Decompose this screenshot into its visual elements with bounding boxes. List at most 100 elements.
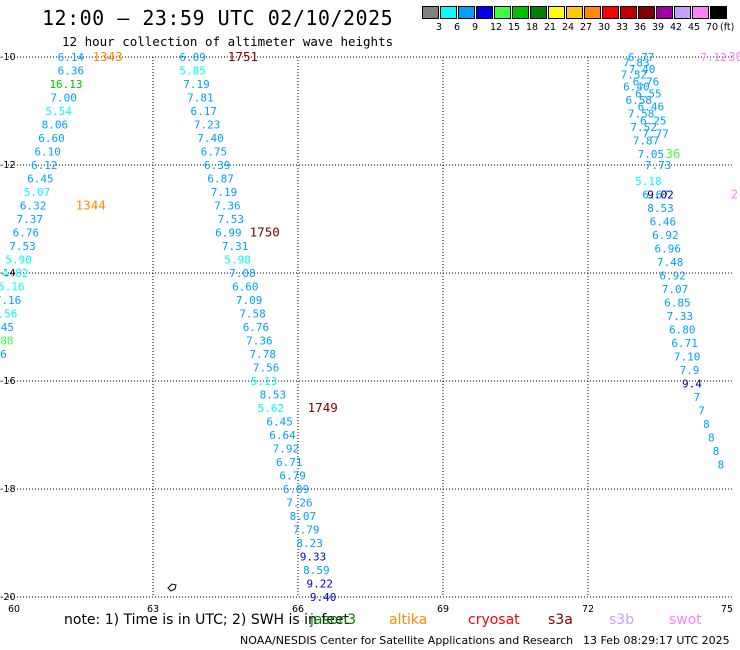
legend-swatch xyxy=(530,6,547,19)
pass-number-label: 1344 xyxy=(76,198,106,213)
wave-height-point: 7.58 xyxy=(628,108,655,121)
wave-height-point: 6.67 xyxy=(642,189,669,202)
legend-label: 42 xyxy=(670,22,683,33)
wave-height-point: 5.13 xyxy=(251,375,278,388)
wave-height-point: 7.52 xyxy=(630,121,657,134)
legend-label: 18 xyxy=(526,22,539,33)
wave-height-point: 7.52 xyxy=(621,68,648,81)
wave-height-point: 7.87 xyxy=(633,135,660,148)
wave-height-point: 6.76 xyxy=(13,227,40,240)
wave-height-point: 6.79 xyxy=(279,470,306,483)
wave-height-point: 5.62 xyxy=(258,402,285,415)
y-tick-label: -14 xyxy=(0,268,16,279)
wave-height-point: 6.87 xyxy=(207,173,234,186)
wave-height-point: 6.36 xyxy=(58,65,85,78)
wave-height-point: 7.40 xyxy=(629,63,656,76)
wave-height-point: 7.05 xyxy=(638,148,665,161)
wave-height-point: 6.46 xyxy=(650,216,677,229)
satellite-swot: swot xyxy=(669,612,702,628)
wave-height-point: 6.64 xyxy=(269,429,296,442)
page-subtitle: 12 hour collection of altimeter wave hei… xyxy=(62,34,394,49)
wave-height-point: 7.81 xyxy=(187,92,214,105)
legend-swatch xyxy=(584,6,601,19)
wave-height-point: 8 xyxy=(718,459,725,472)
legend-label: 30 xyxy=(598,22,611,33)
legend-swatch xyxy=(602,6,619,19)
legend-swatch xyxy=(710,6,727,19)
legend-swatch xyxy=(548,6,565,19)
legend-swatch xyxy=(566,6,583,19)
pass-number-label: 302 xyxy=(728,49,740,64)
legend-swatch xyxy=(422,6,439,19)
wave-height-point: 8 xyxy=(703,418,710,431)
wave-height-point: 8.07 xyxy=(290,510,317,523)
wave-height-point: 6.32 xyxy=(20,200,47,213)
wave-height-point: 6.55 xyxy=(635,88,662,101)
wave-height-point: 5.16 xyxy=(0,281,25,294)
x-tick-label: 66 xyxy=(292,604,304,615)
wave-height-point: 7.56 xyxy=(253,362,280,375)
wave-height-point: 7.53 xyxy=(9,240,36,253)
wave-height-point: 8.59 xyxy=(303,564,330,577)
legend-label: 24 xyxy=(562,22,575,33)
wave-height-point: 6.60 xyxy=(38,132,65,145)
wave-height-point: 6.17 xyxy=(191,105,218,118)
legend-swatch xyxy=(620,6,637,19)
wave-height-point: 7 xyxy=(693,391,700,404)
x-tick-label: 69 xyxy=(437,604,449,615)
wave-height-point: 8.53 xyxy=(647,202,674,215)
wave-height-point: 9.02 xyxy=(647,189,674,202)
legend-swatch xyxy=(458,6,475,19)
wave-height-point: 7.08 xyxy=(229,267,256,280)
wave-height-point: 6.40 xyxy=(623,81,650,94)
wave-height-point: 6.39 xyxy=(204,159,231,172)
wave-height-point: 7.92 xyxy=(273,443,300,456)
legend-swatch xyxy=(656,6,673,19)
wave-height-point: 6.89 xyxy=(283,483,310,496)
wave-height-point: 7.9 xyxy=(680,364,700,377)
satellite-altika: altika xyxy=(389,612,428,628)
pass-number-label: 1343 xyxy=(93,49,123,64)
satellite-jason3: jason3 xyxy=(310,612,357,628)
wave-height-point: 8 xyxy=(708,432,715,445)
legend-swatch xyxy=(440,6,457,19)
wave-height-point: 6.60 xyxy=(232,281,259,294)
wave-height-point: 7.07 xyxy=(662,283,689,296)
wave-height-point: 7.78 xyxy=(249,348,276,361)
y-tick-label: -10 xyxy=(0,52,16,63)
wave-height-point: 9.4 xyxy=(682,378,702,391)
satellite-s3a: s3a xyxy=(548,612,573,628)
wave-height-point: 5.07 xyxy=(24,186,51,199)
legend-swatch xyxy=(512,6,529,19)
wave-height-point: 6.10 xyxy=(34,146,61,159)
pass-number-label: 36 xyxy=(665,146,680,161)
legend-swatch xyxy=(674,6,691,19)
wave-height-point: 7.37 xyxy=(17,213,44,226)
legend-label: 15 xyxy=(508,22,521,33)
legend-swatch xyxy=(476,6,493,19)
wave-height-point: 6.25 xyxy=(640,115,667,128)
wave-height-point: 7.23 xyxy=(194,119,221,132)
y-tick-label: -12 xyxy=(0,160,16,171)
x-tick-label: 63 xyxy=(147,604,159,615)
wave-height-point: 7.16 xyxy=(0,294,21,307)
y-tick-label: -18 xyxy=(0,484,16,495)
legend-unit: (ft) xyxy=(720,22,735,33)
wave-height-point: 6.92 xyxy=(659,270,686,283)
wave-height-point: 6.75 xyxy=(201,146,228,159)
wave-height-point: 6.58 xyxy=(626,94,653,107)
wave-height-point: 9.22 xyxy=(307,578,334,591)
wave-height-point: 8.53 xyxy=(260,389,287,402)
legend-label: 70 xyxy=(706,22,719,33)
wave-height-point: 9.40 xyxy=(310,591,337,604)
legend-label: 33 xyxy=(616,22,629,33)
wave-height-point: 7.83 xyxy=(623,56,650,69)
page-title: 12:00 – 23:59 UTC 02/10/2025 xyxy=(42,6,394,30)
wave-height-point: 7.73 xyxy=(645,159,672,172)
credit-text: NOAA/NESDIS Center for Satellite Applica… xyxy=(240,634,574,647)
wave-height-point: 6.45 xyxy=(266,416,293,429)
wave-height-point: 6.76 xyxy=(243,321,270,334)
wave-height-point: 5.54 xyxy=(46,105,73,118)
wave-height-point: 6.46 xyxy=(638,101,665,114)
